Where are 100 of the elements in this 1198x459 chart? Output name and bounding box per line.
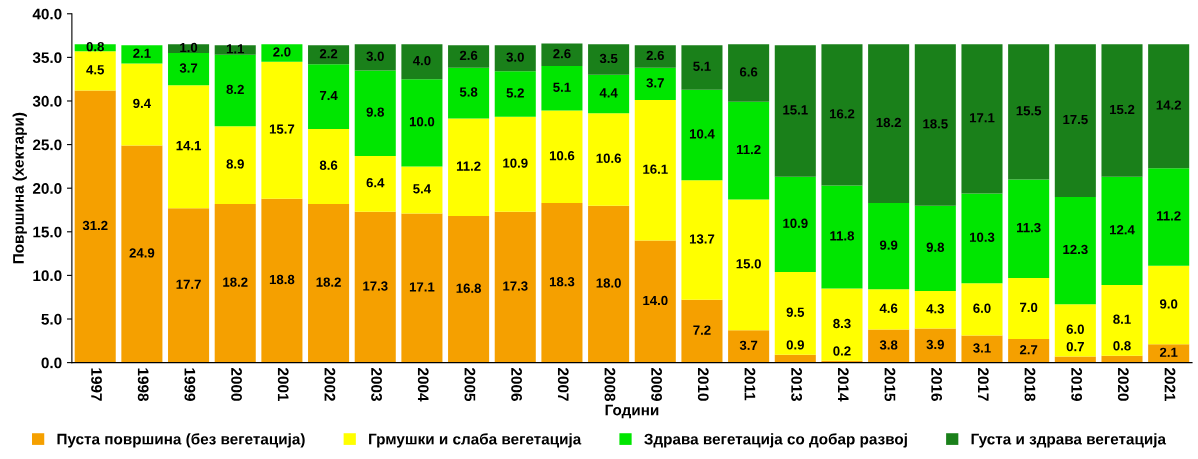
data-label: 15.1	[783, 105, 808, 115]
data-label: 2.7	[1019, 345, 1038, 355]
data-label: 5.1	[693, 61, 711, 71]
y-tick-label: 40.0	[32, 8, 62, 20]
x-tick-label: 2019	[1071, 368, 1083, 401]
data-label: 11.2	[1157, 211, 1181, 221]
data-label: 5.4	[413, 184, 432, 194]
x-tick-label: 2017	[977, 368, 989, 401]
data-label: 2.1	[133, 48, 151, 58]
data-label: 9.5	[786, 307, 805, 317]
data-label: 9.4	[133, 98, 151, 109]
data-label: 17.3	[363, 281, 388, 291]
x-tick-label: 2011	[744, 368, 756, 401]
data-label: 17.5	[1063, 114, 1088, 125]
data-label: 14.1	[176, 141, 202, 151]
data-label: 18.3	[549, 277, 575, 287]
y-axis-title: Површина (хектари)	[12, 112, 27, 264]
data-label: 15.7	[269, 124, 295, 134]
x-tick-label: 2009	[651, 368, 662, 401]
data-label: 9.9	[879, 240, 898, 250]
y-tick-label: 30.0	[32, 95, 62, 107]
data-label: 10.3	[969, 232, 995, 242]
data-label: 6.4	[366, 178, 385, 188]
data-label: 7.2	[693, 325, 711, 335]
data-label: 10.4	[689, 129, 715, 139]
data-label: 2.6	[646, 50, 664, 61]
y-tick-label: 35.0	[32, 52, 62, 64]
x-axis-title: Години	[605, 404, 659, 419]
y-tick-label: 0.0	[41, 357, 62, 369]
legend-label: Грмушки и слаба вегетација	[369, 433, 582, 448]
data-label: 3.0	[366, 51, 384, 61]
data-label: 18.2	[316, 277, 341, 287]
data-label: 10.9	[783, 218, 808, 228]
data-label: 11.2	[456, 161, 481, 171]
data-label: 2.1	[1159, 347, 1178, 357]
data-label: 18.5	[923, 119, 948, 129]
x-tick-label: 2001	[277, 368, 289, 402]
y-tick-label: 15.0	[33, 226, 62, 238]
data-label: 7.0	[1020, 302, 1038, 313]
data-label: 17.7	[176, 279, 201, 289]
data-label: 11.2	[736, 144, 761, 155]
data-label: 15.2	[1109, 104, 1135, 115]
y-tick-label: 5.0	[41, 313, 62, 325]
data-label: 15.5	[1016, 106, 1042, 116]
data-label: 3.1	[973, 343, 991, 353]
data-label: 16.2	[829, 109, 855, 119]
data-label: 18.0	[596, 278, 621, 288]
legend-label: Пуста површина (без вегетација)	[57, 433, 305, 448]
data-label: 8.2	[226, 84, 244, 95]
data-label: 6.6	[739, 67, 758, 77]
x-tick-label: 2010	[697, 368, 709, 401]
data-label: 18.2	[223, 277, 248, 287]
x-tick-label: 2004	[417, 368, 429, 402]
data-label: 3.8	[879, 340, 898, 350]
data-label: 16.8	[456, 283, 482, 293]
x-tick-label: 2013	[791, 368, 803, 401]
x-tick-label: 2005	[464, 368, 476, 402]
x-tick-label: 2008	[604, 368, 616, 401]
x-tick-label: 2014	[837, 368, 849, 402]
data-label: 18.2	[876, 117, 901, 128]
y-tick-label: 20.0	[32, 183, 62, 194]
data-label: 0.7	[1066, 341, 1084, 352]
data-label: 12.3	[1063, 244, 1088, 255]
data-label: 16.1	[643, 164, 668, 174]
data-label: 0.2	[833, 346, 851, 356]
y-tick-label: 25.0	[32, 139, 62, 151]
data-label: 3.7	[739, 340, 758, 351]
x-tick-label: 2006	[511, 368, 522, 401]
data-label: 5.8	[459, 87, 478, 97]
data-label: 31.2	[82, 220, 108, 231]
data-label: 17.3	[503, 281, 528, 291]
x-tick-label: 2007	[557, 368, 569, 401]
data-label: 13.7	[689, 234, 715, 244]
data-label: 10.9	[503, 158, 528, 168]
x-tick-label: 2021	[1164, 368, 1176, 402]
data-label: 24.9	[129, 248, 155, 258]
data-label: 3.9	[926, 339, 944, 350]
data-label: 0.9	[786, 340, 804, 350]
data-label: 9.0	[1159, 299, 1178, 309]
data-label: 11.3	[1017, 222, 1041, 233]
x-tick-label: 2000	[231, 368, 242, 401]
x-tick-label: 2018	[1024, 368, 1036, 401]
data-label: 9.8	[366, 107, 385, 117]
data-label: 15.0	[736, 259, 761, 269]
data-label: 6.0	[973, 303, 991, 313]
x-tick-label: 1998	[137, 368, 149, 401]
data-label: 9.8	[926, 242, 945, 252]
data-label: 5.1	[553, 82, 571, 92]
data-label: 14.2	[1156, 100, 1181, 110]
data-label: 0.8	[86, 41, 104, 52]
data-label: 8.3	[833, 318, 851, 329]
legend-label: Густа и здрава вегетација	[971, 433, 1167, 448]
data-label: 7.4	[319, 90, 338, 101]
x-tick-label: 2003	[371, 368, 382, 401]
data-label: 1.1	[226, 44, 245, 54]
data-label: 3.5	[599, 53, 618, 64]
data-label: 4.5	[86, 65, 105, 75]
x-tick-label: 2020	[1117, 368, 1129, 401]
data-label: 2.6	[459, 50, 478, 61]
data-label: 2.0	[273, 47, 291, 57]
